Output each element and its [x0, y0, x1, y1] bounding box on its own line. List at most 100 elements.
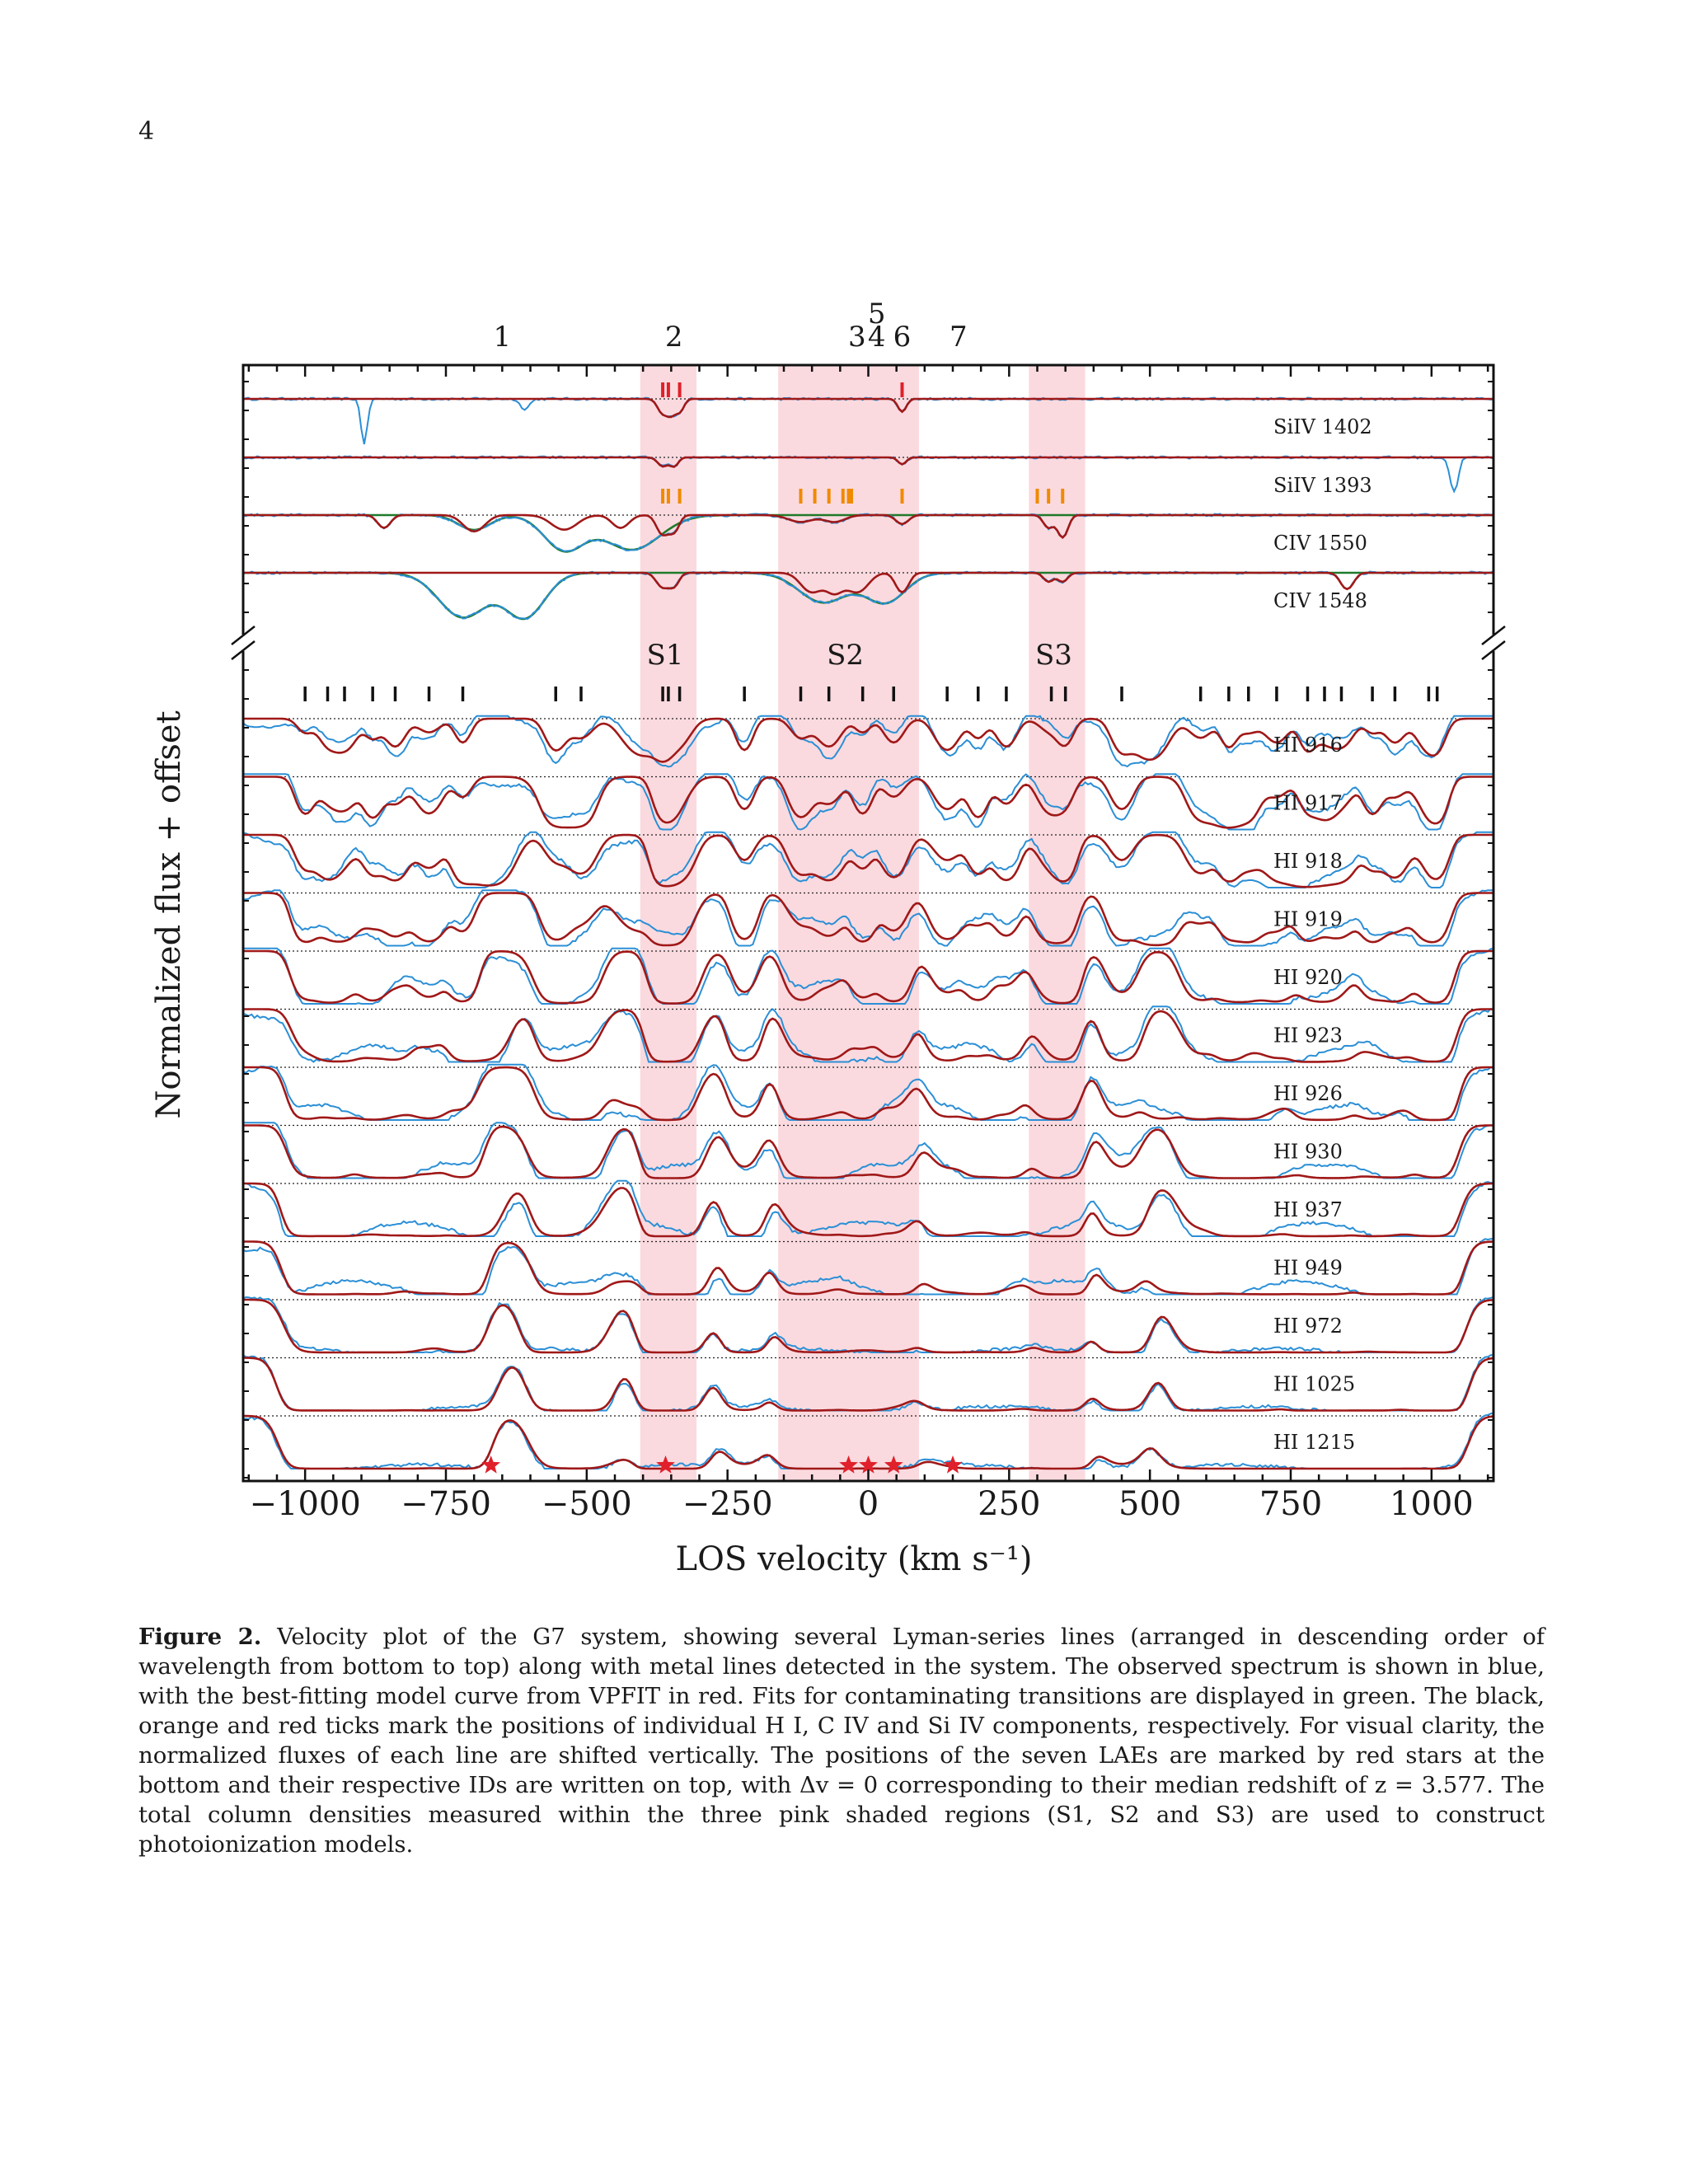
panel-label: HI 949 — [1273, 1257, 1343, 1280]
velocity-plot-figure: Normalized flux + offset LOS velocity (k… — [150, 298, 1506, 1578]
panel-label: CIV 1548 — [1273, 589, 1367, 612]
panel-hi-972-model — [243, 1298, 1494, 1354]
panel-label: HI 919 — [1273, 908, 1343, 931]
axis-break-mark-left — [231, 626, 256, 645]
axis-break-mark-right — [1481, 640, 1506, 660]
axis-break-mark-left — [231, 640, 256, 660]
axes-frame — [231, 363, 1506, 1483]
panel-label: HI 930 — [1273, 1141, 1343, 1164]
lae-star — [839, 1455, 858, 1474]
lae-id-6: 6 — [893, 321, 912, 354]
x-tick-label: −750 — [401, 1485, 491, 1523]
panel-label: HI 972 — [1273, 1315, 1343, 1338]
panel-civ-1548 — [242, 570, 1494, 621]
panel-hi-917-observed — [243, 773, 1493, 831]
panel-label: CIV 1550 — [1273, 532, 1367, 555]
panel-hi-972 — [242, 1296, 1494, 1354]
panel-hi-918-model — [243, 833, 1493, 888]
panel-hi-919 — [242, 889, 1493, 947]
x-tick-label: −1000 — [250, 1485, 361, 1523]
x-tick-label: 250 — [978, 1485, 1040, 1523]
lae-star — [943, 1455, 963, 1474]
lae-star — [656, 1455, 675, 1474]
x-tick-label: 750 — [1259, 1485, 1322, 1523]
panel-hi-930-model — [243, 1124, 1493, 1179]
panel-label: HI 920 — [1273, 966, 1343, 989]
panel-label: HI 926 — [1273, 1082, 1343, 1105]
panel-siiv-1393-model — [243, 456, 1493, 468]
panel-civ-1550-model — [243, 513, 1493, 539]
panel-hi-937-observed — [242, 1179, 1494, 1237]
panel-hi-918-observed — [242, 831, 1493, 888]
x-axis-label: LOS velocity (km s⁻¹) — [676, 1540, 1033, 1578]
region-label-s2: S2 — [827, 639, 864, 672]
panel-siiv-1402 — [242, 396, 1494, 445]
panel-civ-1548-model — [243, 571, 1493, 596]
x-tick-label: 0 — [858, 1485, 879, 1523]
y-axis-label: Normalized flux + offset — [150, 710, 188, 1118]
x-tick-label: 1000 — [1390, 1485, 1474, 1523]
axis-break-mark-right — [1481, 626, 1506, 645]
panel-hi-920 — [243, 947, 1494, 1005]
panel-hi-917 — [243, 773, 1493, 831]
lae-star — [481, 1455, 501, 1474]
panel-label: HI 917 — [1273, 792, 1343, 815]
panel-label: HI 1025 — [1273, 1373, 1355, 1396]
region-label-s1: S1 — [646, 639, 683, 672]
lae-id-1: 1 — [494, 321, 512, 354]
lae-id-4: 4 — [868, 321, 886, 354]
spectrum-panels — [242, 396, 1494, 1470]
component-ticks — [303, 382, 1439, 701]
x-tick-label: −500 — [542, 1485, 632, 1523]
panel-labels: SiIV 1402 SiIV 1393 CIV 1550 CIV 1548 HI 916… — [1273, 415, 1372, 1454]
lae-id-7: 7 — [950, 321, 968, 354]
panel-civ-1550 — [242, 513, 1494, 553]
panel-hi-1025-model — [242, 1357, 1494, 1412]
panel-hi-919-observed — [242, 889, 1493, 947]
panel-label: HI 916 — [1273, 733, 1343, 757]
region-s2 — [778, 365, 919, 1481]
region-label-s3: S3 — [1035, 639, 1072, 672]
panel-hi-930-observed — [243, 1122, 1494, 1179]
x-tick-labels: −1000 −750 −500 −250 0 250 500 750 1000 — [250, 1485, 1474, 1523]
panel-hi-919-model — [243, 892, 1493, 947]
panel-hi-920-observed — [243, 947, 1494, 1005]
panel-label: HI 937 — [1273, 1198, 1343, 1221]
panel-label: HI 923 — [1273, 1024, 1343, 1047]
panel-hi-937 — [242, 1179, 1494, 1238]
panel-hi-923-observed — [242, 1005, 1494, 1063]
panel-hi-972-observed — [242, 1296, 1494, 1354]
page-number: 4 — [138, 117, 155, 146]
panel-hi-926-model — [243, 1066, 1493, 1122]
panel-hi-916 — [242, 715, 1493, 768]
panel-siiv-1402-model — [243, 397, 1493, 419]
caption-text: Velocity plot of the G7 system, showing … — [138, 1624, 1545, 1858]
panel-civ-1548-observed — [242, 570, 1494, 620]
x-tick-label: 500 — [1118, 1485, 1181, 1523]
panel-hi-918 — [242, 831, 1493, 888]
panel-hi-937-model — [243, 1182, 1494, 1238]
lae-star — [859, 1455, 878, 1474]
panel-hi-917-model — [243, 776, 1493, 829]
lae-id-2: 2 — [665, 321, 683, 354]
figure-caption: Figure 2. Velocity plot of the G7 system… — [138, 1622, 1545, 1859]
panel-siiv-1393 — [242, 455, 1494, 494]
panel-hi-949-model — [243, 1240, 1494, 1296]
region-s1 — [640, 365, 697, 1481]
panel-hi-926 — [242, 1063, 1494, 1122]
panel-hi-923 — [242, 1005, 1494, 1063]
x-tick-label: −250 — [682, 1485, 773, 1523]
panel-label: SiIV 1393 — [1273, 474, 1372, 497]
panel-label: HI 1215 — [1273, 1431, 1355, 1454]
panel-hi-923-model — [243, 1008, 1493, 1063]
lae-star — [884, 1455, 903, 1474]
panel-label: SiIV 1402 — [1273, 415, 1372, 438]
lae-id-5: 5 — [868, 298, 886, 330]
panel-hi-916-model — [243, 717, 1493, 763]
lae-id-labels: 1 2 3 456 7 — [494, 298, 968, 354]
caption-label: Figure 2. — [138, 1624, 262, 1650]
region-labels: S1 S2 S3 — [646, 639, 1071, 672]
lae-stars — [481, 1455, 963, 1474]
panel-hi-920-model — [243, 949, 1493, 1005]
panel-hi-930 — [243, 1122, 1494, 1179]
